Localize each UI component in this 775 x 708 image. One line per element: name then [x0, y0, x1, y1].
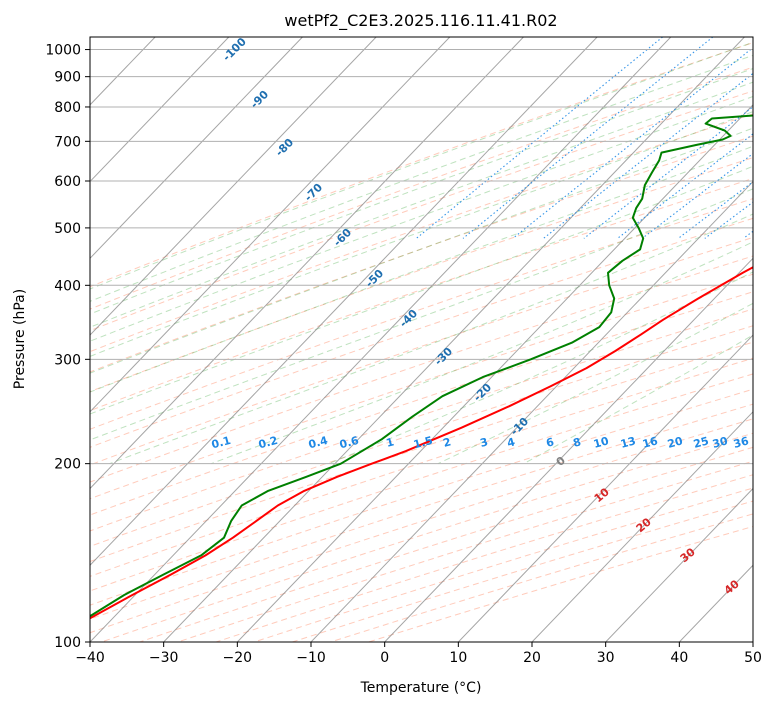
y-tick-label: 900 — [54, 70, 81, 86]
mixing-ratio-label: 13 — [619, 434, 637, 451]
chart-title: wetPf2_C2E3.2025.116.11.41.R02 — [284, 11, 557, 31]
mixing-ratio-line — [641, 152, 753, 239]
plot-area — [90, 37, 753, 642]
isotherm — [605, 487, 753, 642]
isotherm — [752, 641, 753, 642]
x-tick-label: 20 — [523, 650, 541, 666]
mixing-ratio-label: 25 — [692, 434, 710, 451]
moist-adiabat — [90, 68, 753, 315]
x-tick-label: 50 — [744, 650, 762, 666]
y-axis-label: Pressure (hPa) — [12, 289, 28, 389]
isotherm — [457, 334, 753, 642]
dry-adiabat — [90, 325, 753, 547]
isotherm — [90, 37, 598, 566]
isotherm — [90, 37, 672, 642]
dewpoint-profile — [90, 114, 753, 618]
isotherm — [90, 37, 524, 490]
y-tick-label: 800 — [54, 100, 81, 116]
mixing-ratio-label: 2 — [442, 435, 453, 450]
x-tick-label: −30 — [149, 650, 179, 666]
x-tick-label: 30 — [597, 650, 615, 666]
x-axis-label: Temperature (°C) — [360, 680, 482, 696]
x-tick-label: −20 — [223, 650, 253, 666]
isotherm — [384, 257, 753, 642]
mixing-ratio-label: 0.1 — [210, 434, 232, 452]
moist-adiabat — [90, 81, 753, 328]
mixing-ratio-label: 6 — [545, 435, 556, 450]
y-tick-label: 100 — [54, 635, 81, 651]
dry-adiabat — [90, 236, 753, 466]
moist-adiabat — [90, 95, 753, 342]
mixing-ratio-label: 20 — [666, 434, 684, 451]
pressure-gridlines — [90, 49, 753, 642]
mixing-ratio-label: 10 — [592, 434, 610, 451]
mixing-ratio-label: 0.2 — [257, 434, 279, 452]
mixing-ratio-label: 1.5 — [412, 434, 434, 452]
plot-frame — [89, 36, 754, 643]
isotherm — [531, 411, 753, 642]
x-tick-label: 10 — [449, 650, 467, 666]
moist-adiabat — [90, 41, 753, 290]
mixing-ratio-line — [543, 72, 753, 239]
mixing-ratio-label: 0.6 — [338, 434, 361, 452]
background-lines — [0, 37, 753, 642]
y-tick-label: 200 — [54, 457, 81, 473]
profile-series — [90, 114, 753, 620]
x-tick-label: −40 — [75, 650, 105, 666]
isotherm — [90, 37, 451, 413]
dry-adiabat — [90, 373, 753, 592]
mixing-ratio-label: 30 — [711, 434, 729, 451]
x-tick-label: 40 — [670, 650, 688, 666]
dry-adiabat — [90, 66, 753, 310]
mixing-ratio-label: 0.4 — [307, 434, 330, 452]
y-tick-label: 300 — [54, 352, 81, 368]
isotherm — [90, 37, 230, 183]
isotherm — [310, 180, 753, 642]
isotherm — [90, 37, 303, 260]
y-axis-ticks: 100 200 300 400 500 600 700 800 900 1000 — [45, 43, 90, 651]
moist-adiabat — [328, 271, 753, 465]
moist-adiabat — [90, 188, 753, 441]
y-tick-label: 600 — [54, 174, 81, 190]
dry-adiabat — [90, 42, 753, 288]
isotherm — [0, 37, 8, 642]
y-tick-label: 400 — [54, 278, 81, 294]
mixing-ratio-line — [415, 37, 663, 239]
dry-adiabat — [90, 177, 753, 412]
mixing-ratio-label: 3 — [479, 435, 490, 450]
moist-adiabat — [90, 165, 753, 415]
mixing-ratio-label: 4 — [506, 435, 517, 450]
moist-adiabat — [90, 127, 753, 374]
dry-adiabat — [90, 90, 753, 332]
y-tick-label: 500 — [54, 221, 81, 237]
x-tick-label: 0 — [380, 650, 389, 666]
temperature-profile — [90, 266, 753, 620]
x-tick-label: −10 — [296, 650, 326, 666]
dry-adiabat — [90, 198, 753, 430]
moist-adiabat — [90, 111, 753, 357]
y-tick-label: 700 — [54, 134, 81, 150]
mixing-ratio-label: 36 — [732, 434, 750, 451]
mixing-ratio-label: 1 — [385, 435, 396, 450]
isotherm — [163, 37, 745, 642]
dry-adiabat — [90, 291, 753, 516]
moist-adiabat — [90, 54, 753, 302]
x-axis-ticks: −40 −30 −20 −10 0 10 20 30 40 50 — [75, 642, 762, 666]
moist-adiabat — [210, 241, 753, 465]
dry-adiabat — [90, 341, 753, 563]
isotherm — [90, 37, 377, 336]
y-tick-label: 1000 — [45, 43, 81, 59]
mixing-ratio-label: 8 — [572, 435, 583, 450]
isotherm — [236, 104, 753, 642]
mixing-ratio-label: 16 — [641, 434, 659, 451]
